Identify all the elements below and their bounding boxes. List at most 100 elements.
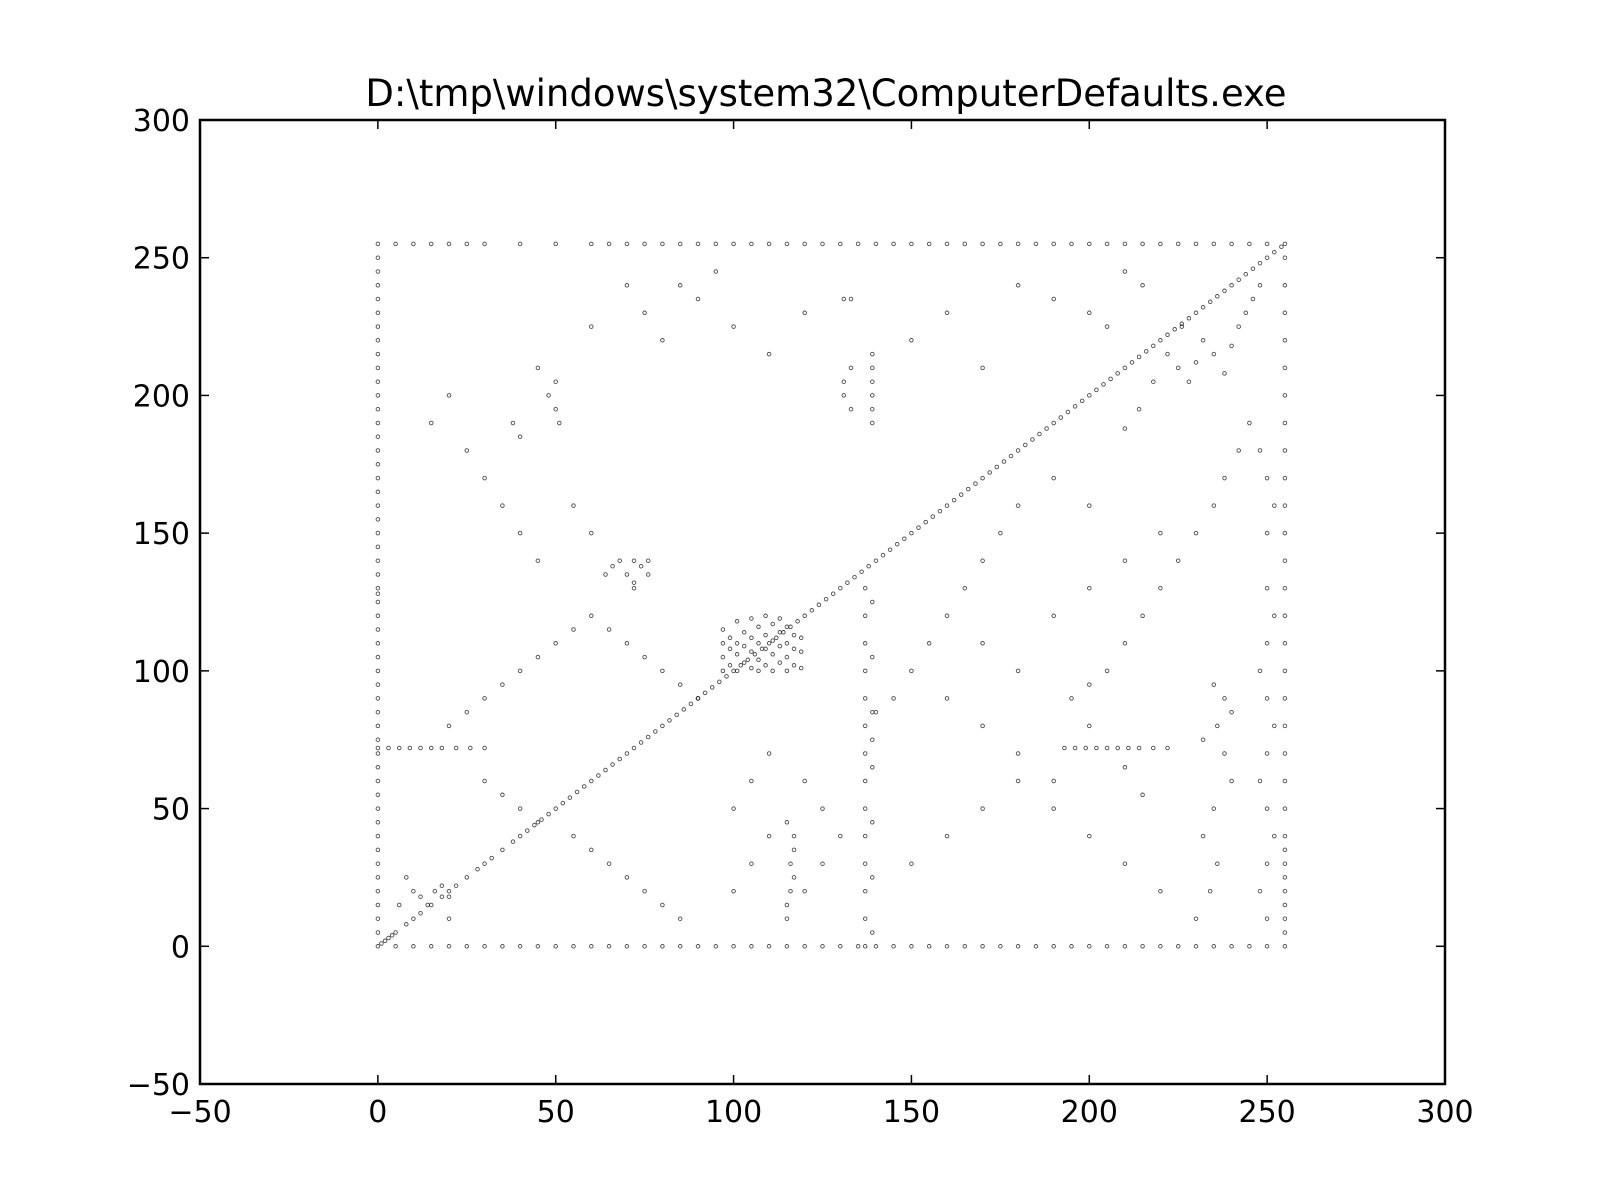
data-point [1062, 745, 1067, 751]
data-point [909, 861, 914, 866]
data-point [500, 792, 505, 798]
data-point [784, 641, 790, 646]
data-point [823, 596, 829, 602]
data-point [375, 351, 381, 357]
data-point [581, 784, 587, 789]
data-point [1264, 530, 1270, 536]
data-point [1282, 806, 1288, 811]
data-point [606, 627, 612, 632]
data-point [820, 241, 825, 247]
data-point [852, 574, 857, 580]
data-point [1104, 745, 1110, 751]
data-point [1158, 585, 1163, 591]
data-point [870, 393, 875, 398]
data-point [962, 585, 968, 591]
data-point [375, 930, 381, 935]
data-point [571, 503, 576, 508]
data-point [944, 833, 950, 839]
data-point [631, 585, 637, 591]
data-point [1193, 241, 1199, 247]
data-point [1087, 682, 1092, 687]
data-point [1158, 530, 1163, 536]
data-point [464, 241, 470, 247]
data-point [375, 283, 381, 288]
data-point [677, 682, 683, 687]
data-point [1272, 833, 1277, 839]
data-point [720, 654, 726, 660]
data-point [624, 875, 630, 880]
data-point [880, 552, 886, 558]
data-point [1257, 778, 1263, 784]
data-point [1282, 558, 1288, 563]
data-point [1186, 316, 1192, 321]
data-point [909, 241, 914, 247]
data-point [375, 778, 381, 784]
data-point [446, 393, 452, 398]
data-point [418, 894, 423, 899]
data-point [375, 627, 381, 632]
data-point [589, 241, 594, 247]
data-point [446, 944, 452, 949]
y-tick-label: −50 [127, 1068, 190, 1103]
data-point [1140, 792, 1145, 798]
data-point [1207, 888, 1213, 894]
data-point [838, 944, 843, 949]
data-point [553, 806, 558, 811]
data-point [873, 241, 879, 247]
data-point [517, 434, 523, 439]
data-point [695, 696, 701, 701]
data-point [1015, 503, 1021, 508]
data-point [855, 944, 861, 949]
data-point [624, 283, 630, 288]
data-point [816, 602, 822, 608]
data-point [845, 580, 850, 585]
data-point [862, 668, 868, 674]
data-point [1264, 641, 1270, 646]
data-point [1033, 241, 1039, 247]
data-point [1282, 641, 1288, 646]
data-point [1122, 944, 1128, 949]
data-point [375, 709, 381, 715]
data-point [1186, 379, 1192, 384]
data-point [749, 944, 754, 949]
data-point [1282, 751, 1288, 756]
data-point [774, 635, 779, 641]
data-point [375, 792, 381, 798]
data-point [717, 679, 722, 685]
data-point [375, 241, 381, 247]
data-point [645, 734, 651, 740]
data-point [1087, 503, 1092, 508]
data-point [731, 241, 736, 247]
data-point [784, 902, 790, 908]
data-point [603, 572, 608, 577]
data-point [777, 630, 783, 635]
data-point [1282, 888, 1288, 894]
data-point [870, 765, 875, 770]
data-point [926, 241, 932, 247]
data-point [642, 654, 647, 660]
data-point [1264, 241, 1270, 247]
data-point [944, 696, 950, 701]
data-point [617, 558, 622, 563]
data-point [763, 646, 768, 652]
data-point [1229, 778, 1234, 784]
data-point [1193, 944, 1199, 949]
data-point [1165, 745, 1170, 751]
scatter-points [375, 241, 1288, 949]
data-point [642, 241, 647, 247]
data-point [1136, 354, 1142, 360]
data-point [553, 944, 558, 949]
data-point [482, 475, 487, 481]
data-point [375, 944, 381, 949]
data-point [1264, 861, 1270, 866]
data-point [855, 241, 861, 247]
data-point [870, 351, 875, 357]
data-point [752, 652, 758, 657]
data-point [660, 723, 665, 729]
data-point [756, 641, 761, 646]
data-point [1172, 327, 1177, 332]
data-point [660, 338, 665, 343]
data-point [909, 338, 914, 343]
data-point [375, 310, 381, 316]
x-tick-label: 200 [1061, 1095, 1118, 1130]
